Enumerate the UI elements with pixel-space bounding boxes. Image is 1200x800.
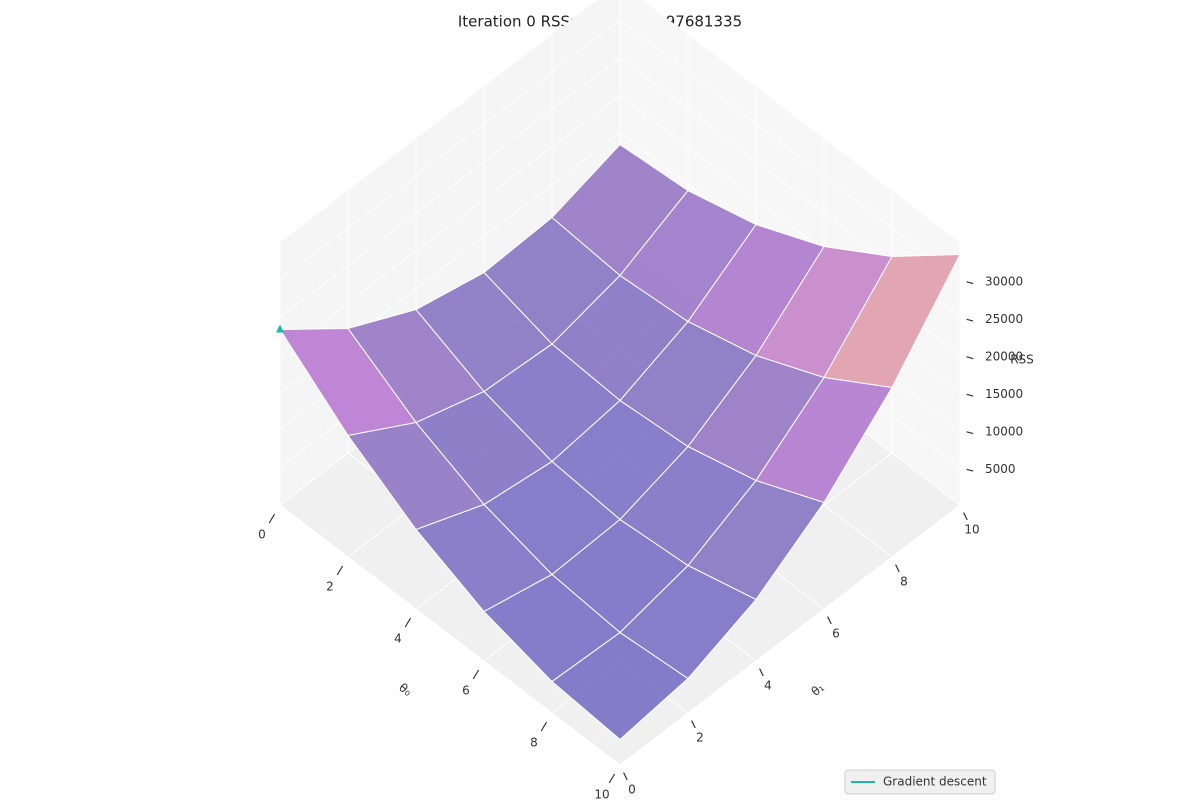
tick-mark [966,281,974,285]
y-tick-label: 0 [628,783,636,797]
tick-mark [472,669,480,680]
x-tick-label: 4 [394,632,402,646]
tick-mark [966,318,974,322]
x-axis-label: θ₀ [396,680,414,699]
tick-mark [966,468,974,472]
grid-line [279,19,621,281]
grid-line [279,57,621,318]
y-tick-label: 8 [900,575,908,589]
tick-mark [691,720,696,729]
tick-mark [827,616,832,625]
z-tick-label: 15000 [985,387,1023,401]
tick-mark [268,513,276,524]
tick-mark [540,721,548,732]
z-tick-label: 10000 [985,425,1023,439]
tick-mark [336,565,344,576]
z-tick-label: 25000 [985,312,1023,326]
y-tick-label: 6 [832,627,840,641]
legend-box [844,769,996,795]
y-tick-label: 2 [696,731,704,745]
z-tick-label: 20000 [985,350,1023,364]
descent-point [276,324,284,333]
grid-line [619,504,961,766]
tick-mark [966,393,974,397]
z-axis-label: RSS [1010,352,1034,366]
z-tick-label: 30000 [985,275,1023,289]
tick-mark [623,772,628,781]
x-tick-label: 8 [530,736,538,750]
tick-mark [966,356,974,360]
legend-label: Gradient descent [883,775,987,789]
z-tick-label: 5000 [985,462,1016,476]
tick-mark [759,668,764,677]
tick-mark [895,564,900,573]
x-tick-label: 10 [594,788,609,800]
y-tick-label: 4 [764,679,772,693]
tick-mark [966,431,974,435]
grid-line [619,19,961,281]
grid-line [279,94,621,356]
x-tick-label: 6 [462,684,470,698]
tick-mark [963,512,968,521]
y-tick-label: 10 [964,523,979,537]
x-tick-label: 0 [258,528,266,542]
grid-line [279,504,621,766]
y-axis-label: θ₁ [809,680,827,699]
surface-patch [551,631,689,741]
tick-mark [404,617,412,628]
x-tick-label: 2 [326,580,334,594]
tick-mark [608,773,616,784]
